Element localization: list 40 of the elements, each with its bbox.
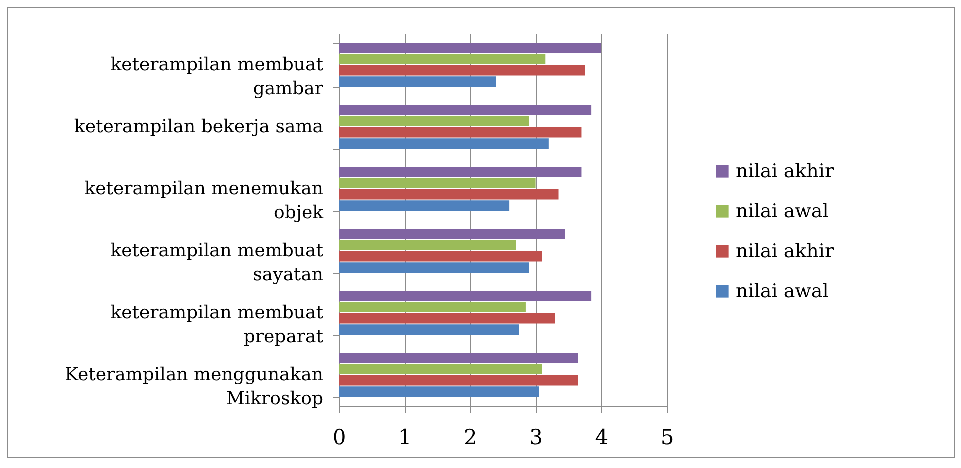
legend-label: nilai awal <box>736 200 829 222</box>
bar <box>339 127 582 138</box>
x-tick-label: 1 <box>398 426 412 450</box>
bar <box>339 324 520 336</box>
bar <box>339 54 546 65</box>
bar <box>339 313 556 324</box>
bar <box>339 302 526 313</box>
bar <box>339 228 566 240</box>
bar <box>339 178 536 189</box>
bar <box>339 200 510 212</box>
bar <box>339 262 530 274</box>
x-tick-label: 5 <box>660 426 674 450</box>
bar <box>339 76 496 88</box>
bar <box>339 116 530 127</box>
y-tick-label: keterampilan membuat preparat <box>110 302 324 348</box>
bar <box>339 352 578 364</box>
legend-label: nilai akhir <box>736 160 835 182</box>
x-tick-label: 4 <box>595 426 609 450</box>
y-tick-label: keterampilan membuat gambar <box>110 54 324 100</box>
bar <box>339 240 516 251</box>
bar <box>339 104 592 116</box>
bar <box>339 65 585 76</box>
x-tick-label: 3 <box>530 426 543 450</box>
y-tick-label: Keterampilan menggunakan Mikroskop <box>65 364 324 410</box>
y-tick-label: keterampilan bekerja sama <box>74 116 324 138</box>
x-tick-label: 2 <box>464 426 478 450</box>
bar <box>339 251 542 262</box>
legend-label: nilai akhir <box>736 240 835 262</box>
legend-label: nilai awal <box>736 280 829 302</box>
y-tick-label: keterampilan menemukan objek <box>84 178 325 224</box>
bar <box>339 138 549 150</box>
bar <box>339 386 540 398</box>
bar <box>339 166 582 178</box>
bar <box>339 189 559 200</box>
bar <box>339 364 542 375</box>
bar <box>339 375 578 386</box>
bar <box>339 42 602 54</box>
y-tick-label: keterampilan membuat sayatan <box>110 240 324 286</box>
bar <box>339 290 592 302</box>
x-tick-label: 0 <box>332 426 346 450</box>
